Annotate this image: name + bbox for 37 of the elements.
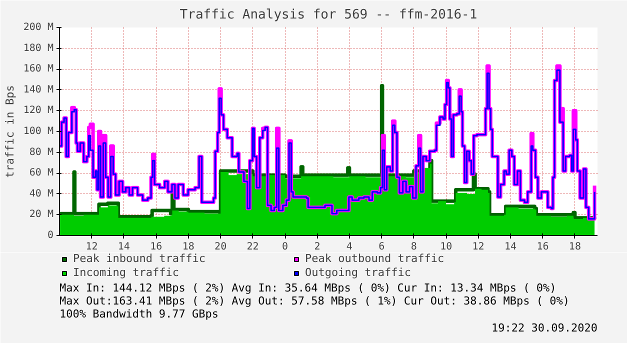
legend-label: Peak inbound traffic <box>73 252 206 265</box>
legend-label: Outgoing traffic <box>305 266 412 279</box>
x-tick-label: 14 <box>504 242 517 252</box>
x-tick-label: 6 <box>378 242 385 252</box>
x-tick-label: 4 <box>346 242 352 252</box>
x-tick-label: 12 <box>472 242 484 252</box>
x-tick-label: 14 <box>118 242 130 252</box>
text: Max In: 144.12 MBps ( 2%) Avg In: 35.64 MBps ( 0%) Cur In: 13.34 MBps ( 0%) <box>60 282 556 294</box>
y-tick-label: 60 M <box>29 168 54 179</box>
y-tick-label: 120 M <box>23 105 54 116</box>
x-tick-label: 0 <box>282 242 288 252</box>
legend-label: Incoming traffic <box>73 266 180 279</box>
y-tick-label: 160 M <box>23 64 54 75</box>
y-tick-label: 40 M <box>29 188 54 200</box>
y-tick-label: 80 M <box>29 146 54 158</box>
x-tick-label: 10 <box>440 242 452 252</box>
chart-title: Traffic Analysis for 569 -- ffm-2016-1 <box>180 8 478 22</box>
text: 19:22 30.09.2020 <box>492 322 598 334</box>
y-axis-title: traffic in Bps <box>3 85 16 178</box>
y-tick-label: 180 M <box>23 42 54 54</box>
x-tick-label: 22 <box>246 242 259 252</box>
x-tick-label: 18 <box>568 242 581 252</box>
x-tick-label: 16 <box>150 242 162 252</box>
legend-label: Peak outbound traffic <box>305 252 446 265</box>
x-tick-label: 8 <box>410 242 417 252</box>
x-tick-label: 18 <box>182 242 194 252</box>
y-tick-label: 140 M <box>23 84 54 96</box>
y-tick-label: 0 <box>47 230 54 241</box>
y-tick-label: 20 M <box>29 209 54 220</box>
x-tick-label: 2 <box>314 242 320 252</box>
x-tick-label: 20 <box>214 242 227 252</box>
text: 100% Bandwidth 9.77 GBps <box>60 308 218 320</box>
x-tick-label: 16 <box>536 242 549 252</box>
y-tick-label: 200 M <box>23 22 54 33</box>
x-tick-label: 12 <box>86 242 98 252</box>
text: Max Out:163.41 MBps ( 2%) Avg Out: 57.58 MBps ( 1%) Cur Out: 38.86 MBps ( 0%) <box>60 294 570 308</box>
y-tick-label: 100 M <box>23 126 54 137</box>
